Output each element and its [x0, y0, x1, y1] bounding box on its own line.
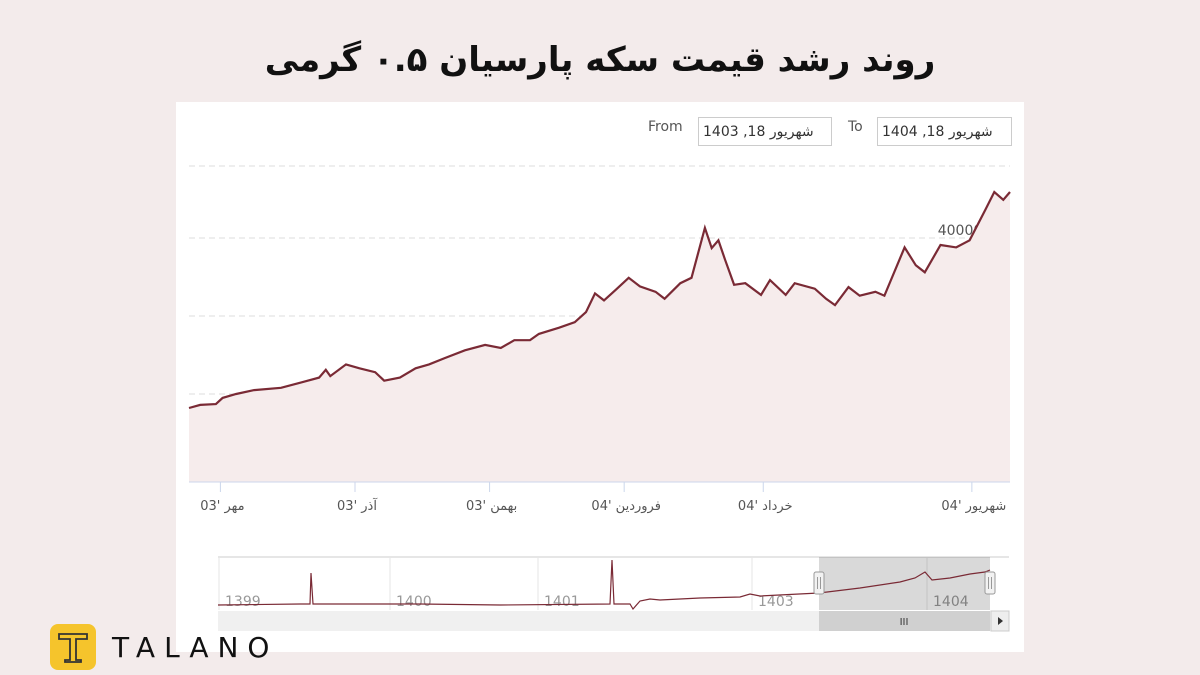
- from-date-input[interactable]: شهریور 18, 1403: [698, 117, 832, 146]
- navigator-handle[interactable]: [984, 571, 996, 595]
- price-line: [188, 190, 1011, 410]
- x-tick-label: شهریور '04: [941, 499, 1006, 514]
- to-label: To: [848, 119, 863, 135]
- navigator-handle[interactable]: [813, 571, 825, 595]
- navigator-year-label: 1399: [225, 594, 261, 610]
- scrollbar-track: [218, 611, 1009, 631]
- x-tick-label: فروردین '04: [591, 499, 661, 514]
- to-date-input[interactable]: شهریور 18, 1404: [877, 117, 1012, 146]
- talano-logo: [50, 624, 96, 670]
- logo-t-icon: [58, 633, 88, 663]
- x-tick-label: آذر '03: [337, 497, 378, 514]
- navigator-year-label: 1401: [544, 594, 580, 610]
- x-tick-label: مهر '03: [200, 499, 244, 514]
- area-fill: [189, 192, 1010, 482]
- navigator-year-label: 1403: [758, 594, 794, 610]
- scrollbar-thumb[interactable]: [819, 611, 990, 631]
- brand-name: TALANO: [112, 631, 279, 664]
- x-tick-label: خرداد '04: [738, 499, 793, 514]
- page-title: روند رشد قیمت سکه پارسیان ۰.۵ گرمی: [264, 40, 936, 80]
- from-label: From: [648, 119, 683, 135]
- navigator-line: [217, 559, 991, 611]
- navigator-year-label: 1400: [396, 594, 432, 610]
- x-tick-label: بهمن '03: [466, 499, 517, 514]
- navigator-selected-range: [819, 557, 990, 610]
- scrollbar-grip-icon: III: [900, 617, 909, 628]
- navigator-year-label: 1404: [933, 594, 969, 610]
- arrow-right-icon: [998, 617, 1003, 625]
